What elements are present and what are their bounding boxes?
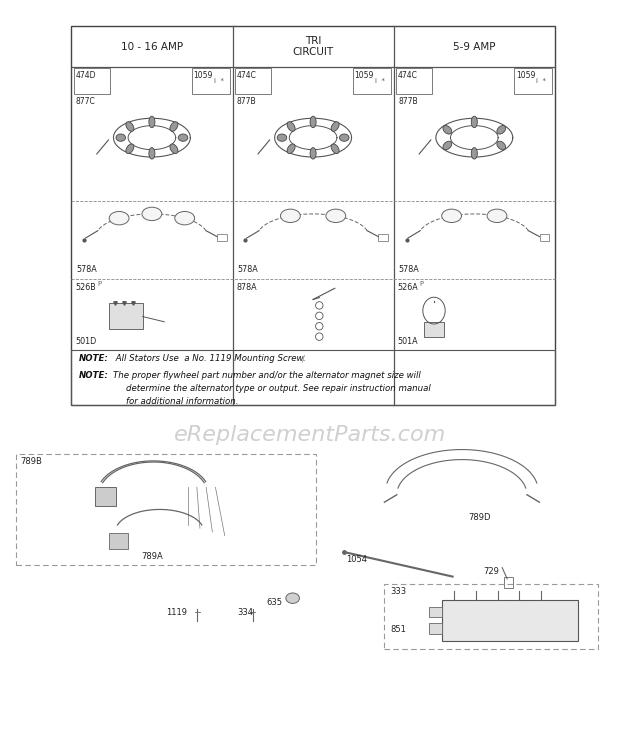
Text: NOTE:: NOTE: (79, 371, 108, 379)
Text: The proper flywheel part number and/or the alternator magnet size will: The proper flywheel part number and/or t… (113, 371, 421, 379)
Text: 1119: 1119 (166, 608, 187, 617)
Text: 789D: 789D (468, 513, 490, 522)
Text: 333: 333 (391, 587, 407, 596)
Text: TRI
CIRCUIT: TRI CIRCUIT (293, 36, 334, 57)
Text: 526A: 526A (397, 283, 418, 292)
Ellipse shape (126, 122, 134, 132)
Ellipse shape (286, 593, 299, 603)
Bar (108, 304, 143, 329)
Ellipse shape (109, 211, 129, 225)
Ellipse shape (149, 147, 155, 159)
Text: 474C: 474C (398, 71, 418, 80)
Text: 334: 334 (237, 608, 254, 617)
Ellipse shape (116, 134, 125, 141)
Ellipse shape (497, 141, 506, 150)
Text: 729: 729 (484, 567, 500, 576)
Text: eReplacementParts.com: eReplacementParts.com (174, 426, 446, 445)
Bar (235, 68, 271, 94)
Ellipse shape (331, 122, 339, 132)
Text: P: P (420, 281, 424, 287)
Ellipse shape (443, 141, 452, 150)
Ellipse shape (471, 147, 477, 159)
Ellipse shape (142, 207, 162, 220)
Bar (74, 68, 110, 94)
Ellipse shape (310, 116, 316, 128)
Text: All Stators Use  a No. 1119 Mounting Screw.: All Stators Use a No. 1119 Mounting Scre… (113, 354, 306, 363)
Bar (384, 584, 598, 649)
Ellipse shape (287, 122, 295, 132)
Text: 474D: 474D (76, 71, 96, 80)
Ellipse shape (487, 209, 507, 222)
Text: /: / (299, 354, 305, 363)
Ellipse shape (310, 147, 316, 159)
Bar (217, 234, 227, 241)
Ellipse shape (331, 144, 339, 153)
Text: 578A: 578A (76, 265, 97, 274)
Text: 5-9 AMP: 5-9 AMP (453, 42, 495, 51)
Ellipse shape (175, 211, 195, 225)
Bar (424, 321, 444, 336)
Ellipse shape (170, 144, 178, 153)
Bar (353, 68, 391, 94)
Ellipse shape (149, 116, 155, 128)
Bar (429, 623, 442, 634)
Ellipse shape (170, 122, 178, 132)
Text: 877B: 877B (398, 97, 418, 106)
Ellipse shape (443, 126, 452, 134)
Text: 1059: 1059 (516, 71, 535, 80)
Ellipse shape (340, 134, 349, 141)
Ellipse shape (280, 209, 300, 222)
Text: 10 - 16 AMP: 10 - 16 AMP (121, 42, 183, 51)
Bar (378, 234, 388, 241)
Ellipse shape (126, 144, 134, 153)
Text: 578A: 578A (237, 265, 258, 274)
Text: determine the alternator type or output. See repair instruction manual: determine the alternator type or output.… (126, 384, 431, 393)
Text: 1059: 1059 (355, 71, 374, 80)
Text: P: P (97, 281, 102, 287)
Bar (95, 487, 117, 506)
Bar (539, 234, 549, 241)
Ellipse shape (497, 126, 506, 134)
Text: 501A: 501A (397, 337, 418, 346)
Bar (16, 454, 316, 565)
Text: 635: 635 (267, 598, 283, 607)
Bar (71, 26, 555, 405)
Text: 474C: 474C (237, 71, 257, 80)
Text: 1059: 1059 (193, 71, 213, 80)
Text: 1054: 1054 (346, 555, 367, 564)
Bar (514, 68, 552, 94)
Ellipse shape (287, 144, 295, 153)
Text: 877C: 877C (76, 97, 95, 106)
Bar (441, 600, 578, 641)
Text: NOTE:: NOTE: (79, 354, 108, 363)
Text: i  *: i * (375, 78, 385, 84)
Bar (71, 350, 555, 405)
Text: 877B: 877B (237, 97, 257, 106)
Ellipse shape (441, 209, 461, 222)
Bar (192, 68, 230, 94)
Text: 878A: 878A (236, 283, 257, 292)
Bar (429, 607, 442, 618)
Text: 526B: 526B (75, 283, 95, 292)
Ellipse shape (326, 209, 346, 222)
Bar (504, 577, 513, 588)
Text: i  *: i * (536, 78, 546, 84)
Text: 789B: 789B (20, 457, 42, 466)
Ellipse shape (179, 134, 188, 141)
Text: 789A: 789A (141, 552, 163, 561)
Bar (396, 68, 432, 94)
Text: 578A: 578A (399, 265, 419, 274)
Text: for additional information.: for additional information. (126, 397, 238, 406)
Bar (109, 533, 128, 549)
Text: 501D: 501D (75, 337, 96, 346)
Ellipse shape (471, 116, 477, 128)
Text: i  *: i * (214, 78, 224, 84)
Text: 851: 851 (391, 625, 407, 634)
Ellipse shape (277, 134, 286, 141)
